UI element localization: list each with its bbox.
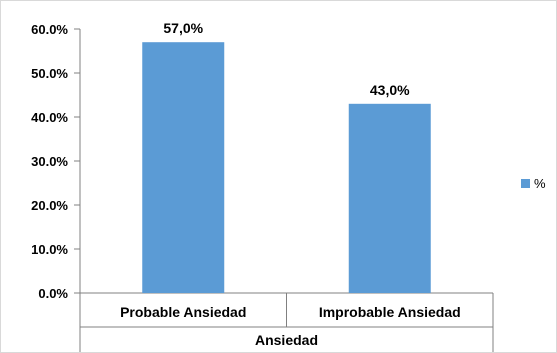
bar-data-label: 57,0% bbox=[163, 20, 203, 36]
y-tick-label: 30.0% bbox=[31, 154, 68, 169]
bar-data-label: 43,0% bbox=[370, 82, 410, 98]
x-category-label: Probable Ansiedad bbox=[120, 304, 246, 320]
x-axis-title: Ansiedad bbox=[255, 332, 318, 348]
bar-series: 57,0% 43,0% bbox=[142, 20, 431, 294]
x-axis-categories: Probable Ansiedad Improbable Ansiedad bbox=[79, 293, 494, 352]
legend-swatch bbox=[521, 179, 530, 188]
y-axis-ticks: 0.0% 10.0% 20.0% 30.0% 40.0% 50.0% 60.0% bbox=[31, 22, 80, 301]
x-category-label: Improbable Ansiedad bbox=[319, 304, 461, 320]
y-tick-label: 60.0% bbox=[31, 22, 68, 37]
y-tick-label: 0.0% bbox=[38, 286, 68, 301]
y-tick-label: 20.0% bbox=[31, 198, 68, 213]
y-tick-label: 10.0% bbox=[31, 242, 68, 257]
y-tick-label: 50.0% bbox=[31, 66, 68, 81]
bar bbox=[348, 103, 431, 293]
legend-label: % bbox=[534, 176, 546, 191]
bar bbox=[142, 42, 225, 294]
legend: % bbox=[521, 176, 546, 191]
y-tick-label: 40.0% bbox=[31, 110, 68, 125]
